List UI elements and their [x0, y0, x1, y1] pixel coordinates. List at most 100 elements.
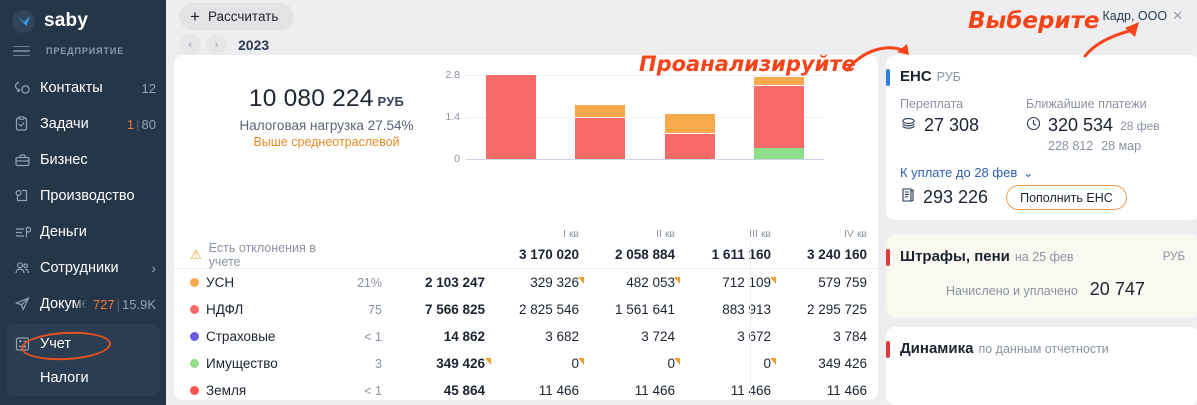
table-row[interactable]: НДФЛ 75 7 566 825 2 825 546 1 561 641 883 913…	[174, 296, 878, 323]
row-name: Имущество	[206, 356, 278, 371]
row-total: 45 864	[382, 383, 487, 398]
sidebar-group-accounting: Учет Налоги	[6, 324, 160, 396]
table-row[interactable]: Страховые < 1 14 862 3 682 3 724 3 672 3 784 ✓	[174, 323, 878, 350]
row-name-cell: Имущество	[174, 356, 324, 371]
row-quarter-cell: 3 724	[583, 329, 679, 344]
row-quarter-cell: 3 784	[775, 329, 871, 344]
sidebar-count: 1 | 80	[126, 116, 156, 132]
logo[interactable]: saby	[0, 4, 166, 38]
sidebar-item-reports[interactable]: Отчетность	[0, 398, 166, 405]
chevron-right-icon[interactable]: ›	[151, 260, 156, 276]
bar-group-q1[interactable]	[466, 75, 556, 191]
bar-segment-ndfl	[485, 75, 536, 159]
row-quarter-value: 3 724	[641, 329, 675, 344]
gridline-mid	[466, 117, 824, 118]
legend-dot-icon	[190, 332, 199, 341]
sidebar-item-business[interactable]: Бизнес	[0, 142, 166, 178]
row-quarter-value: 11 466	[826, 383, 867, 398]
contacts-icon	[14, 80, 40, 96]
dynamics-card: Динамика по данным отчетности	[886, 327, 1197, 405]
dynamics-subtitle: по данным отчетности	[978, 342, 1109, 356]
row-quarter-cell: 482 053	[583, 275, 680, 290]
row-quarter-value: 0	[667, 356, 675, 371]
row-quarter-value: 3 682	[545, 329, 579, 344]
deviation-flag-icon	[674, 358, 680, 365]
totals-q4: 3 240 160	[806, 247, 867, 262]
row-quarter-value: 11 466	[538, 383, 579, 398]
taxes-card: 10 080 224 РУБ Налоговая нагрузка 27.54% …	[174, 55, 878, 400]
row-name: НДФЛ	[206, 302, 244, 317]
menu-icon[interactable]	[13, 45, 30, 57]
taxes-table: I кв II кв III кв IV кв Сверка с ФНС на …	[174, 215, 878, 400]
legend-dot-icon	[190, 386, 199, 395]
row-quarter-value: 0	[763, 356, 771, 371]
calculate-button[interactable]: + Рассчитать	[179, 3, 295, 30]
close-icon[interactable]: ✕	[1172, 8, 1183, 23]
tax-load-note: Выше среднеотраслевой	[253, 135, 400, 149]
deviation-flag-icon	[578, 277, 584, 284]
company-selector[interactable]: Кадр, ООО ✕	[1103, 8, 1184, 24]
sidebar-item-taxes[interactable]: Налоги	[6, 362, 160, 394]
table-header-row: I кв II кв III кв IV кв Сверка с ФНС на …	[174, 215, 878, 241]
chart-y-axis: 2.8 1.4 0	[424, 69, 460, 210]
row-quarter-cell: 2 825 546	[487, 302, 583, 317]
dynamics-title: Динамика	[900, 340, 974, 357]
row-total: 14 862	[382, 329, 487, 344]
sidebar-item-employees[interactable]: Сотрудники ›	[0, 250, 166, 286]
row-quarter-cell: 11 466	[679, 383, 775, 398]
sidebar-item-production[interactable]: Производство	[0, 178, 166, 214]
employees-icon	[14, 261, 40, 276]
totals-reconcile: 27 045	[871, 247, 878, 262]
ens-next2-date: 28 мар	[1101, 139, 1142, 153]
summary-amount: 10 080 224	[248, 85, 374, 112]
warning-triangle-icon: ⚠	[190, 246, 202, 262]
topup-ens-button[interactable]: Пополнить ЕНС	[1006, 185, 1127, 210]
col-header-q2: II кв	[656, 228, 675, 240]
sidebar-nav: Контакты 12 Задачи 1 | 80	[0, 70, 166, 405]
enterprise-section[interactable]: ПРЕДПРИЯТИЕ	[0, 38, 166, 64]
row-quarter-cell: 11 466	[487, 383, 583, 398]
next-year-button[interactable]: ›	[206, 34, 227, 55]
fines-currency: РУБ	[1162, 251, 1185, 263]
ens-next-label: Ближайшие платежи	[1026, 97, 1147, 111]
sidebar-label: Налоги	[40, 370, 89, 386]
sidebar-label: Контакты	[40, 80, 103, 96]
sidebar-item-contacts[interactable]: Контакты 12	[0, 70, 166, 106]
main-content: + Рассчитать ‹ › 2023 Кадр, ООО ✕ 10 080…	[166, 0, 1197, 405]
chevron-down-icon[interactable]: ⌄	[1023, 165, 1034, 180]
bar-group-q2[interactable]	[556, 75, 646, 191]
row-total-value: 45 864	[443, 383, 485, 398]
sidebar-label: Документы	[40, 296, 87, 312]
sidebar-label: Учет	[40, 336, 71, 352]
row-quarter-cell: 0	[583, 356, 680, 371]
sidebar-item-tasks[interactable]: Задачи 1 | 80	[0, 106, 166, 142]
bar-group-q4[interactable]	[735, 75, 825, 191]
ens-overpay-block: Переплата 27 308	[900, 97, 979, 136]
ens-due-link[interactable]: К уплате до 28 фев	[900, 165, 1018, 180]
sidebar-item-accounting[interactable]: Учет	[6, 326, 160, 362]
bar-segment-property	[754, 148, 805, 159]
deviation-flag-icon	[770, 358, 776, 365]
ens-due-row: 293 226 Пополнить ЕНС	[900, 185, 1127, 210]
sidebar-item-documents[interactable]: Документы 727|15.9K	[0, 286, 166, 322]
ens-currency: РУБ	[936, 70, 961, 84]
table-row[interactable]: Земля < 1 45 864 11 466 11 466 11 466 11 466 ✓	[174, 377, 878, 400]
table-row[interactable]: Имущество 3 349 426 0 0 0 349 426 ✓	[174, 350, 878, 377]
row-quarter-cell: 883 913	[679, 302, 775, 317]
row-quarter-value: 349 426	[818, 356, 867, 371]
table-row[interactable]: УСН 21% 2 103 247 329 326 482 053 712 109 579 …	[174, 269, 878, 296]
row-total: 2 103 247	[382, 275, 487, 290]
accounting-icon	[14, 336, 40, 352]
row-quarter-value: 2 825 546	[518, 302, 579, 317]
bar-segment-usn	[664, 114, 715, 133]
sidebar-item-money[interactable]: Деньги	[0, 214, 166, 250]
row-percent: < 1	[364, 329, 382, 344]
prev-year-button[interactable]: ‹	[180, 34, 201, 55]
bar-segment-ndfl	[575, 118, 626, 159]
ens-due-link-row[interactable]: К уплате до 28 фев ⌄	[900, 165, 1033, 180]
legend-dot-icon	[190, 305, 199, 314]
fines-card: Штрафы, пени на 25 фев РУБ Начислено и у…	[886, 235, 1197, 317]
row-quarter-value: 3 672	[737, 329, 771, 344]
money-icon	[14, 225, 40, 240]
bar-group-q3[interactable]	[645, 75, 735, 191]
